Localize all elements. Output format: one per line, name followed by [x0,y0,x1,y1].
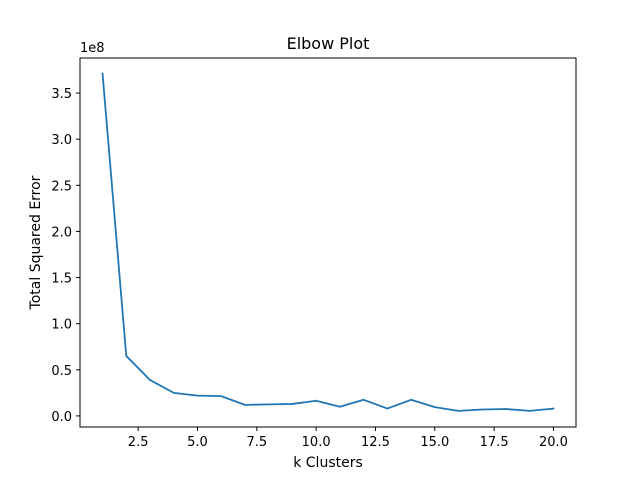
x-tick-label: 2.5 [128,435,149,450]
x-tick-label: 20.0 [539,435,568,450]
y-tick-label: 0.5 [51,364,72,379]
data-point [196,394,199,397]
data-point [291,403,294,405]
y-tick-label: 0.0 [51,410,72,425]
data-point [481,408,484,411]
y-tick-label: 3.5 [51,87,72,102]
y-tick-label: 2.5 [51,179,72,194]
data-point [528,409,531,412]
x-axis-label: k Clusters [293,455,363,471]
data-point [410,398,412,401]
data-point [125,355,128,357]
x-tick-label: 10.0 [302,435,331,450]
data-point [552,407,555,410]
x-tick-label: 17.5 [480,435,509,450]
data-point [244,403,246,406]
data-point [386,407,389,410]
y-axis-label: Total Squared Error [28,175,44,310]
y-tick-label: 2.0 [51,225,72,240]
data-point [315,399,318,402]
data-point [101,72,104,75]
data-point [172,391,175,394]
data-point [149,379,151,381]
y-offset-label: 1e8 [80,41,105,56]
data-point [457,409,460,412]
x-tick-label: 15.0 [420,435,449,450]
data-point [433,406,436,409]
ticks-layer: 2.5 5.0 7.5 10.0 12.5 15.0 17.5 20.0 0.0 0.5 1.0 1.… [51,87,568,450]
series-layer [101,72,555,412]
data-point [362,398,365,401]
series-line [101,72,555,412]
data-point [220,395,223,397]
data-point [338,405,341,408]
x-tick-label: 7.5 [246,435,267,450]
x-tick-label: 5.0 [187,435,208,450]
x-tick-label: 12.5 [361,435,390,450]
y-tick-label: 3.0 [51,133,72,148]
y-tick-label: 1.0 [51,318,72,333]
chart-title: Elbow Plot [287,34,370,53]
data-point [505,408,507,410]
plot-area-frame [79,57,577,428]
data-point [267,403,270,406]
y-tick-label: 1.5 [51,272,72,287]
